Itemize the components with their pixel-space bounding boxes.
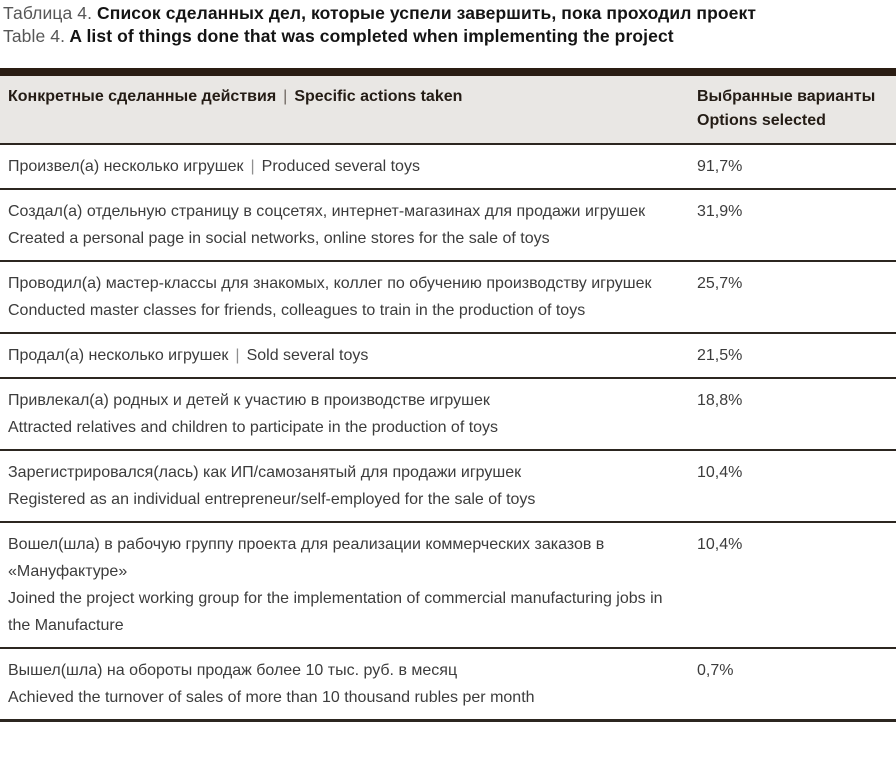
action-text-en: Achieved the turnover of sales of more t… [8, 689, 535, 706]
action-cell: Создал(а) отдельную страницу в соцсетях,… [0, 189, 689, 262]
header-actions-en: Specific actions taken [294, 88, 463, 105]
action-text-en: Conducted master classes for friends, co… [8, 302, 586, 319]
action-cell: Вошел(шла) в рабочую группу проекта для … [0, 522, 689, 649]
action-cell: Привлекал(а) родных и детей к участию в … [0, 378, 689, 451]
pipe-separator: | [235, 347, 240, 364]
action-text-ru: Зарегистрировался(лась) как ИП/самозанят… [8, 464, 522, 481]
action-text-ru: Вошел(шла) в рабочую группу проекта для … [8, 536, 605, 580]
action-text-ru: Продал(а) несколько игрушек [8, 347, 229, 364]
value-cell: 91,7% [689, 144, 896, 190]
value-cell: 25,7% [689, 261, 896, 334]
value-cell: 21,5% [689, 333, 896, 379]
caption-line-en: Table 4. A list of things done that was … [3, 25, 892, 48]
table-row: Проводил(а) мастер-классы для знакомых, … [0, 261, 896, 334]
header-options-ru: Выбранные варианты [697, 88, 876, 105]
value-cell: 31,9% [689, 189, 896, 262]
action-text-en: Attracted relatives and children to part… [8, 419, 499, 436]
caption-en-main: A list of things done that was completed… [65, 26, 674, 46]
table-row: Произвел(а) несколько игрушек | Produced s… [0, 144, 896, 190]
caption-ru-prefix: Таблица 4. [3, 3, 93, 23]
action-text-en: Created a personal page in social networ… [8, 230, 550, 247]
page: Таблица 4. Список сделанных дел, которые… [0, 0, 896, 722]
caption-ru-main: Список сделанных дел, которые успели зав… [92, 3, 757, 23]
action-cell: Проводил(а) мастер-классы для знакомых, … [0, 261, 689, 334]
table-header: Конкретные сделанные действия | Specific a… [0, 72, 896, 145]
action-text-en: Registered as an individual entrepreneur… [8, 491, 536, 508]
action-cell: Произвел(а) несколько игрушек | Produced s… [0, 144, 689, 190]
action-cell: Вышел(шла) на обороты продаж более 10 ты… [0, 648, 689, 722]
header-actions-column: Конкретные сделанные действия | Specific a… [0, 72, 689, 145]
table-caption: Таблица 4. Список сделанных дел, которые… [0, 0, 896, 48]
table-body: Произвел(а) несколько игрушек | Produced s… [0, 144, 896, 722]
header-options-column: Выбранные варианты Options selected [689, 72, 896, 145]
action-cell: Зарегистрировался(лась) как ИП/самозанят… [0, 450, 689, 523]
value-cell: 0,7% [689, 648, 896, 722]
table-row: Привлекал(а) родных и детей к участию в … [0, 378, 896, 451]
action-text-ru: Создал(а) отдельную страницу в соцсетях,… [8, 203, 646, 220]
header-options-en: Options selected [697, 112, 826, 129]
value-cell: 10,4% [689, 522, 896, 649]
action-text-ru: Вышел(шла) на обороты продаж более 10 ты… [8, 662, 458, 679]
pipe-separator: | [250, 158, 255, 175]
action-text-ru: Произвел(а) несколько игрушек [8, 158, 244, 175]
table-row: Вышел(шла) на обороты продаж более 10 ты… [0, 648, 896, 722]
table-row: Зарегистрировался(лась) как ИП/самозанят… [0, 450, 896, 523]
action-text-en: Sold several toys [246, 347, 369, 364]
header-actions-ru: Конкретные сделанные действия [8, 88, 277, 105]
value-cell: 10,4% [689, 450, 896, 523]
action-text-ru: Проводил(а) мастер-классы для знакомых, … [8, 275, 652, 292]
action-text-en: Produced several toys [261, 158, 420, 175]
caption-line-ru: Таблица 4. Список сделанных дел, которые… [3, 2, 892, 25]
table-row: Продал(а) несколько игрушек | Sold several… [0, 333, 896, 379]
action-text-ru: Привлекал(а) родных и детей к участию в … [8, 392, 490, 409]
results-table: Конкретные сделанные действия | Specific a… [0, 68, 896, 722]
action-cell: Продал(а) несколько игрушек | Sold several… [0, 333, 689, 379]
table-row: Создал(а) отдельную страницу в соцсетях,… [0, 189, 896, 262]
caption-en-prefix: Table 4. [3, 26, 66, 46]
table-row: Вошел(шла) в рабочую группу проекта для … [0, 522, 896, 649]
header-pipe-separator: | [283, 88, 288, 105]
action-text-en: Joined the project working group for the… [8, 590, 663, 634]
header-row: Конкретные сделанные действия | Specific a… [0, 72, 896, 145]
value-cell: 18,8% [689, 378, 896, 451]
